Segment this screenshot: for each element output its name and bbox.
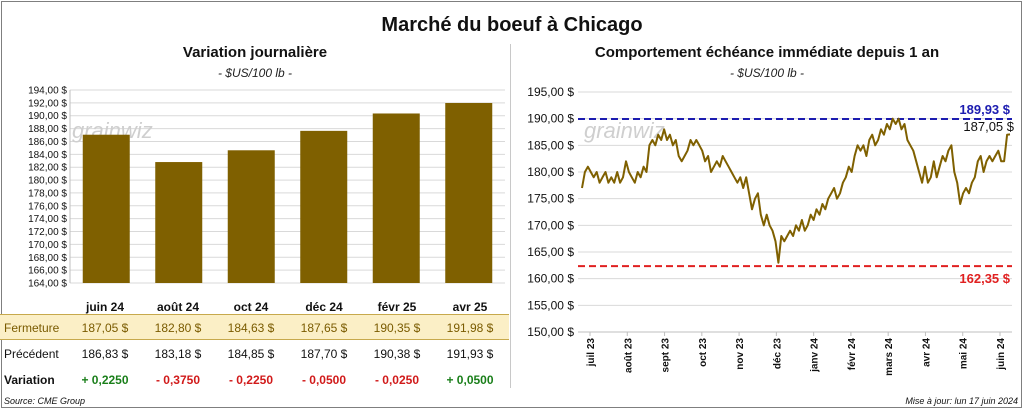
x-tick-label: sept 23 (661, 338, 672, 373)
x-tick-label: mars 24 (884, 338, 895, 376)
y-tick-label: 170,00 $ (28, 240, 67, 251)
row-label: Précédent (4, 347, 59, 361)
contract-header-cell: juin 24 (85, 300, 124, 314)
y-tick-label: 166,00 $ (28, 266, 67, 277)
left-chart-title: Variation journalière (182, 44, 328, 61)
bar (445, 102, 493, 283)
y-tick-label: 176,00 $ (28, 201, 67, 212)
left-chart-unit: - $US/100 lb - (217, 66, 293, 80)
precedent-cell: 184,85 $ (227, 347, 275, 361)
fermeture-cell: 187,65 $ (300, 321, 348, 335)
right-chart-title: Comportement échéance immédiate depuis 1… (594, 44, 940, 61)
line-chart: 150,00 $ 155,00 $ 160,00 $ 165,00 $ 170,00 $… (527, 85, 1014, 376)
bar (372, 113, 420, 284)
x-tick-label: janv 24 (810, 338, 821, 373)
y-tick-label: 194,00 $ (28, 86, 67, 97)
precedent-cell: 186,83 $ (81, 347, 129, 361)
fermeture-cell: 190,35 $ (373, 321, 421, 335)
row-label: Variation (4, 373, 55, 387)
bar (155, 162, 203, 283)
contract-header-cell: déc 24 (305, 300, 343, 314)
y-tick-label: 185,00 $ (527, 138, 574, 152)
y-tick-label: 184,00 $ (28, 150, 67, 161)
watermark: grainwiz (584, 118, 665, 143)
price-line (581, 117, 1011, 264)
y-tick-label: 170,00 $ (527, 218, 574, 232)
precedent-cell: 183,18 $ (154, 347, 202, 361)
precedent-row: Précédent 186,83 $ 183,18 $ 184,85 $ 187… (0, 341, 509, 367)
reference-label: 162,35 $ (959, 271, 1010, 286)
y-tick-label: 178,00 $ (28, 188, 67, 199)
bar-chart: 164,00 $ 166,00 $ 168,00 $ 170,00 $ 172,00 $… (28, 86, 505, 290)
y-tick-label: 188,00 $ (28, 124, 67, 135)
y-tick-label: 164,00 $ (28, 279, 67, 290)
variation-cell: - 0,2250 (228, 373, 274, 387)
update-note: Mise à jour: lun 17 juin 2024 (905, 396, 1018, 406)
y-tick-label: 168,00 $ (28, 253, 67, 264)
panel-divider (510, 44, 511, 388)
fermeture-row: Fermeture 187,05 $ 182,80 $ 184,63 $ 187… (0, 314, 509, 340)
fermeture-cell: 184,63 $ (227, 321, 275, 335)
fermeture-cell: 182,80 $ (154, 321, 202, 335)
variation-cell: + 0,2250 (81, 373, 129, 387)
x-tick-label: mai 24 (959, 338, 970, 370)
y-tick-label: 192,00 $ (28, 98, 67, 109)
variation-cell: - 0,0500 (301, 373, 347, 387)
y-tick-label: 190,00 $ (527, 112, 574, 126)
variation-cell: - 0,3750 (155, 373, 201, 387)
y-tick-label: 174,00 $ (28, 214, 67, 225)
y-tick-label: 180,00 $ (527, 165, 574, 179)
precedent-cell: 187,70 $ (300, 347, 348, 361)
x-tick-label: juil 23 (586, 338, 597, 368)
reference-label: 189,93 $ (959, 102, 1010, 117)
y-tick-label: 155,00 $ (527, 298, 574, 312)
y-tick-label: 160,00 $ (527, 272, 574, 286)
x-tick-label: nov 23 (735, 338, 746, 370)
right-chart-unit: - $US/100 lb - (729, 66, 805, 80)
precedent-cell: 191,93 $ (446, 347, 494, 361)
x-tick-label: déc 23 (772, 338, 783, 370)
source-note: Source: CME Group (4, 396, 86, 406)
bar (227, 150, 275, 283)
y-tick-label: 150,00 $ (527, 325, 574, 339)
y-tick-label: 165,00 $ (527, 245, 574, 259)
contract-header-cell: avr 25 (452, 300, 488, 314)
last-price-label: 187,05 $ (963, 119, 1014, 134)
contract-header-row: juin 24 août 24 oct 24 déc 24 févr 25 av… (0, 294, 509, 320)
y-tick-label: 172,00 $ (28, 227, 67, 238)
page-title: Marché du boeuf à Chicago (381, 14, 643, 36)
y-tick-label: 186,00 $ (28, 137, 67, 148)
x-tick-label: févr 24 (847, 338, 858, 371)
fermeture-cell: 187,05 $ (81, 321, 129, 335)
x-tick-label: août 23 (623, 338, 634, 373)
bar (82, 134, 130, 283)
y-tick-label: 190,00 $ (28, 111, 67, 122)
y-tick-label: 180,00 $ (28, 176, 67, 187)
y-tick-label: 182,00 $ (28, 163, 67, 174)
variation-row: Variation + 0,2250 - 0,3750 - 0,2250 - 0… (0, 367, 509, 393)
x-tick-label: oct 23 (698, 338, 709, 367)
variation-cell: + 0,0500 (446, 373, 494, 387)
bar (300, 130, 348, 283)
x-tick-label: avr 24 (921, 338, 932, 367)
contract-header-cell: août 24 (156, 300, 199, 314)
contract-header-cell: oct 24 (233, 300, 269, 314)
variation-cell: - 0,0250 (374, 373, 420, 387)
x-tick-label: juin 24 (996, 338, 1007, 371)
y-tick-label: 175,00 $ (527, 192, 574, 206)
y-tick-label: 195,00 $ (527, 85, 574, 99)
precedent-cell: 190,38 $ (373, 347, 421, 361)
contract-header-cell: févr 25 (377, 300, 417, 314)
row-label: Fermeture (4, 321, 60, 335)
fermeture-cell: 191,98 $ (446, 321, 494, 335)
